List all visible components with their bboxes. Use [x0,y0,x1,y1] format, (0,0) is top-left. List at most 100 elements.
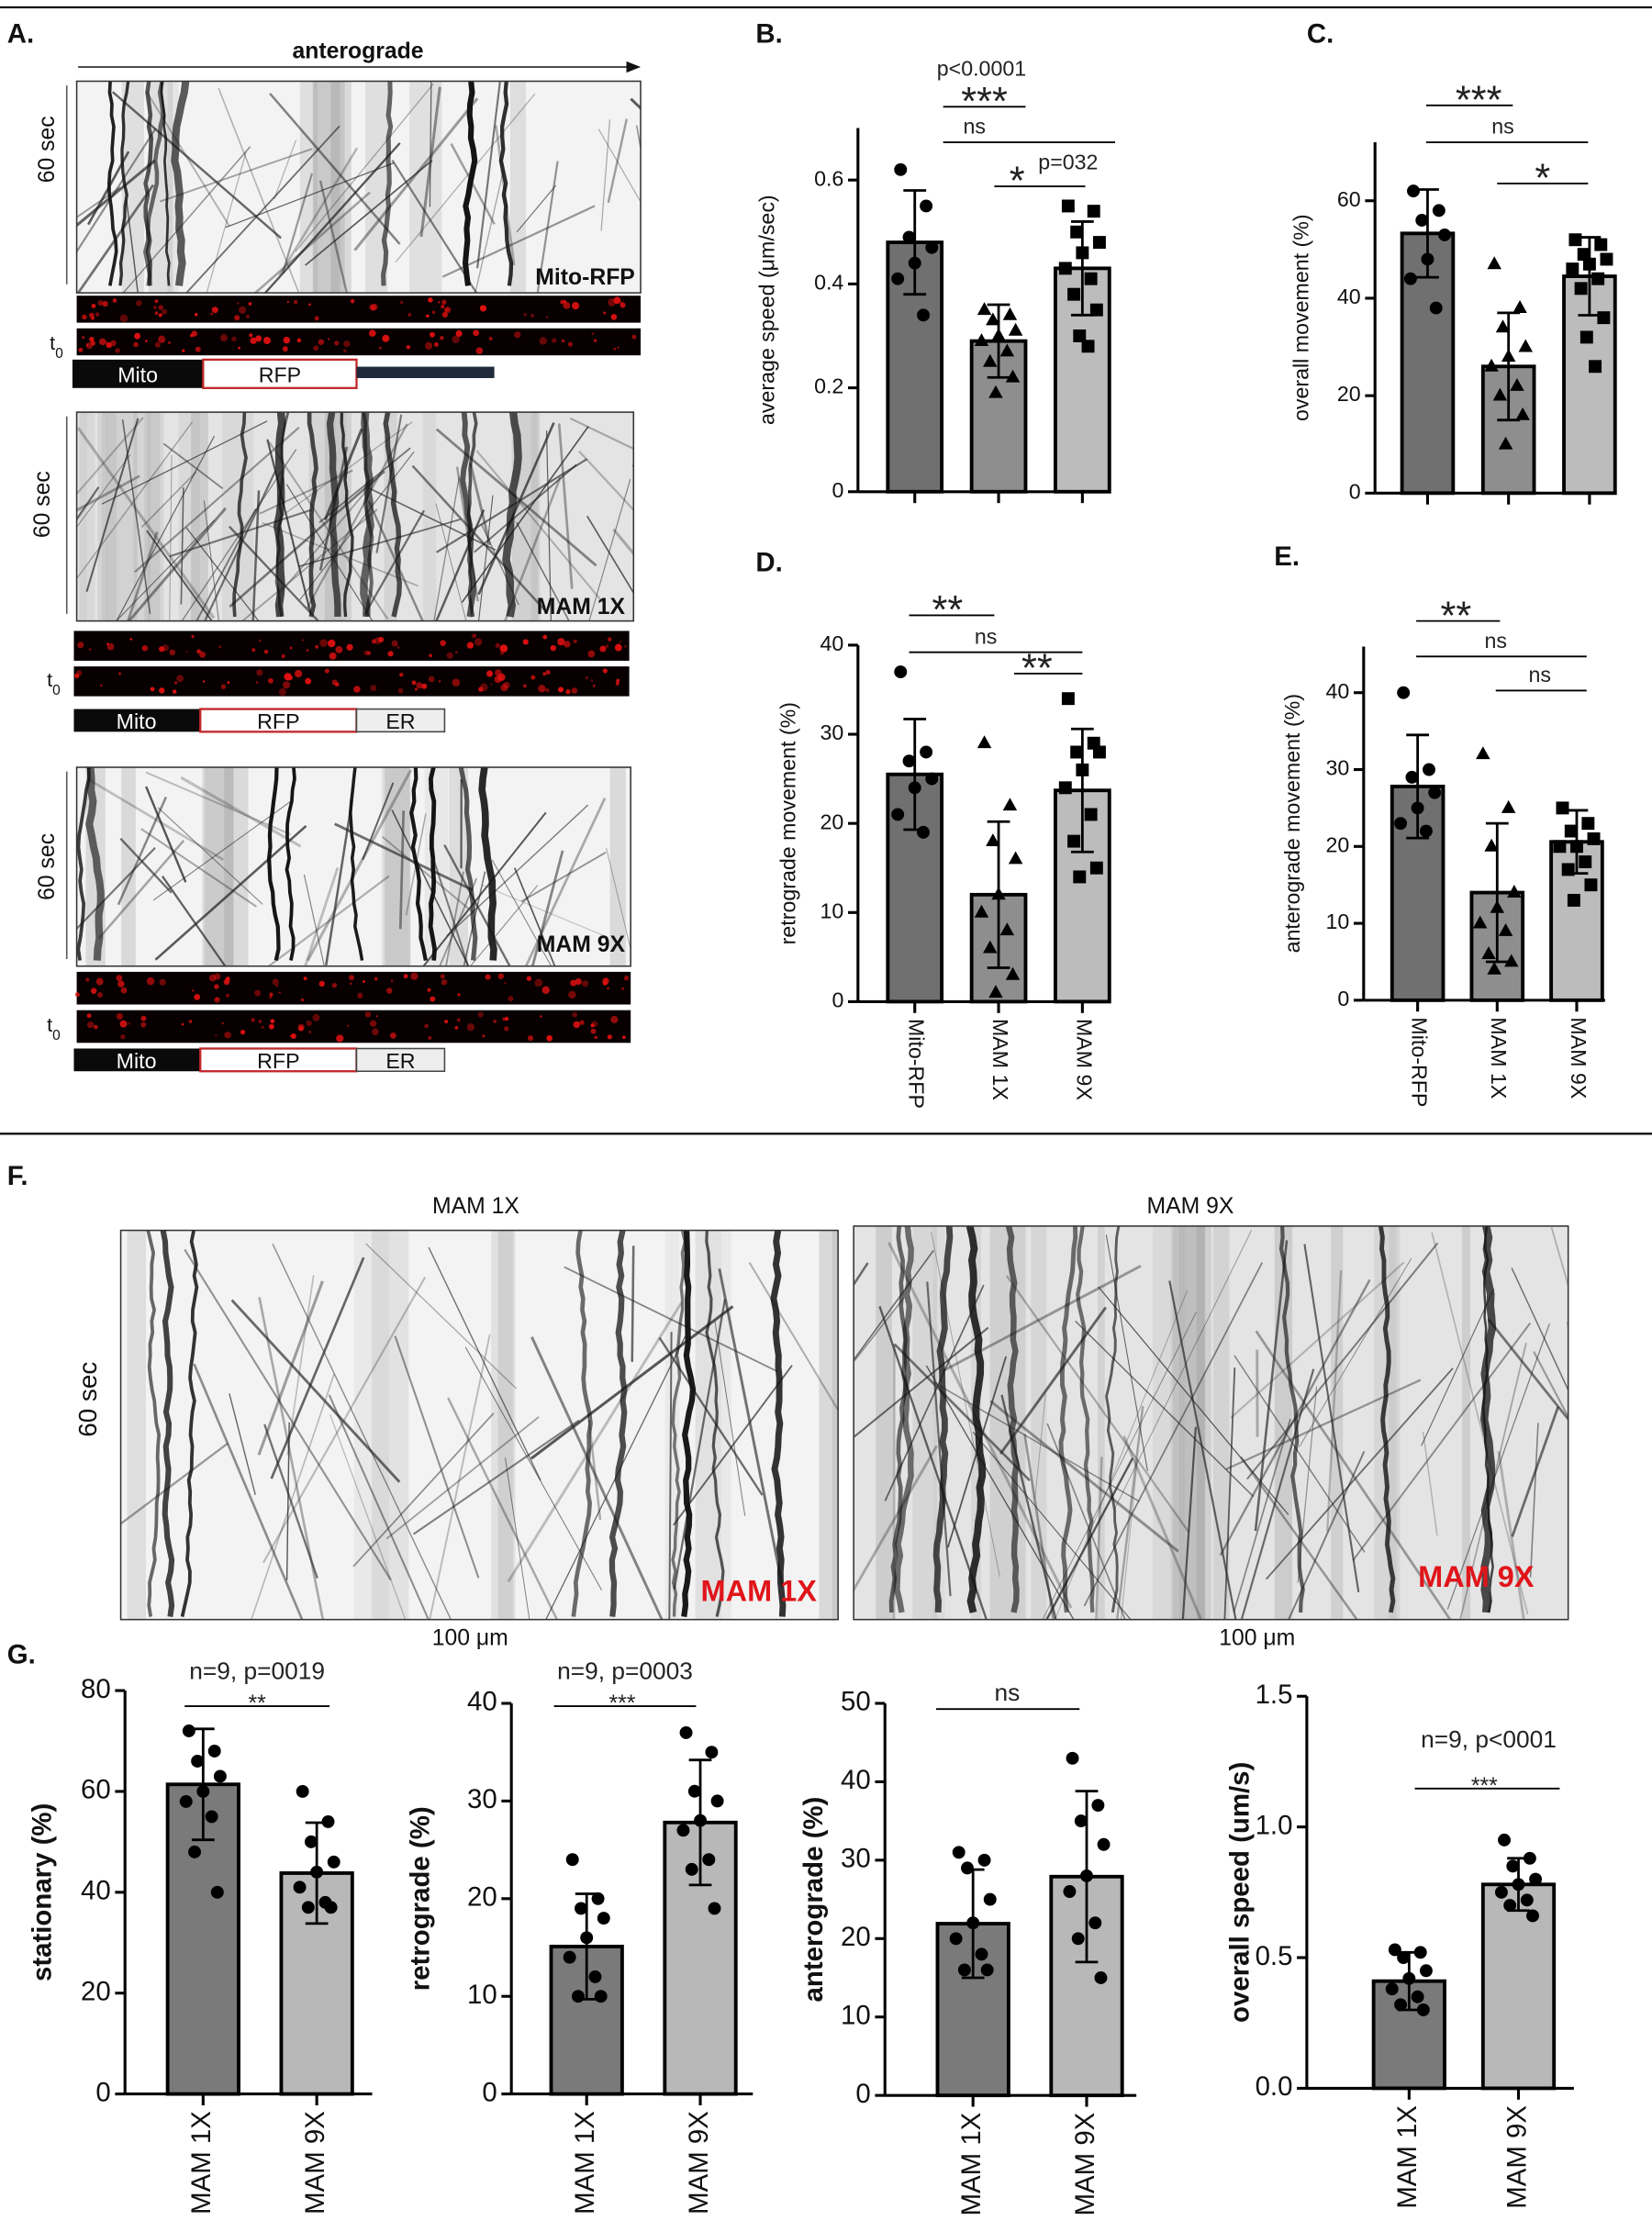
strip-spot [579,1020,585,1025]
strip-spot [308,303,311,307]
kymograph-band [121,767,136,966]
strip-spot [74,992,81,998]
kymograph-trace [412,1419,580,1535]
strip-spot [349,975,355,981]
strip-spot [78,347,84,352]
kymograph-trace [447,1397,559,1620]
kymograph-trace [445,871,464,966]
kymograph-trace [385,1416,540,1540]
kymograph-border [853,1225,1569,1621]
strip-spot [89,312,95,318]
kymograph-band [530,412,541,621]
data-point [1397,686,1411,699]
x-tick-label: MAM 1X [1487,1017,1511,1099]
y-tick-label: 20 [467,1882,497,1913]
kymograph-band [191,412,208,621]
data-point [1568,233,1582,247]
strip-spot [290,1032,296,1039]
kymograph-trace [433,476,461,621]
kymograph-trace [140,471,197,529]
data-point [902,230,916,244]
kymograph-trace [334,822,474,891]
kymograph-trace [353,97,479,251]
kymograph-trace [1181,1426,1197,1620]
strip-spot [313,345,319,352]
strip-spot [410,972,419,980]
strip-spot [530,314,534,318]
kymograph-trace [381,836,474,914]
data-point [1002,307,1018,320]
kymograph-trace [278,147,359,276]
data-point [1002,798,1018,811]
kymograph-stationary [267,767,281,961]
strip-spot [270,1019,275,1024]
kymograph-stationary [894,1225,914,1613]
strip-spot [374,976,378,981]
kymograph-trace [854,1296,906,1363]
strip-spot [608,637,612,642]
kymograph-trace [464,1346,603,1590]
data-point [1506,1859,1520,1873]
strip-spot [407,312,412,317]
annotation: *** [1471,1774,1498,1799]
kymograph-trace [263,1423,318,1579]
kymograph-band [497,1230,516,1620]
kymograph-border [119,1229,839,1621]
data-point [977,735,992,749]
strip-spot [97,992,103,998]
y-tick-label: 40 [1326,679,1350,703]
kymograph-trace [854,1249,934,1361]
strip-spot [141,645,149,652]
kymograph-trace [134,426,300,574]
kymograph-band [372,1230,409,1620]
data-point [1597,311,1611,325]
kymograph-band [384,412,397,621]
kymograph-stationary [1076,1225,1095,1613]
strip-spot [159,687,165,694]
strip-spot [129,638,133,641]
data-point [1476,746,1490,760]
strip-spot [545,688,550,693]
kymograph-trace [491,859,553,966]
strip-spot [523,313,527,317]
scale-label: 100 μm [1219,1626,1295,1651]
strip-spot [315,645,319,649]
data-point [1600,252,1613,266]
kymograph-border [75,80,642,294]
panel-label: C. [1307,19,1334,50]
strip-spot [427,988,431,992]
kymograph-band [79,412,87,621]
kymograph-stationary [340,412,354,618]
annotation: ns [994,1679,1020,1706]
kymograph-trace [1288,1451,1366,1620]
strip-spot [390,1032,396,1039]
data-point [1073,329,1087,342]
kymograph-stationary [608,1230,628,1617]
strip-spot [221,1021,224,1025]
kymograph-trace [365,1243,518,1389]
x-tick-label: MAM 9X [300,2111,330,2215]
strip-bg [73,666,630,697]
kymograph-trace [1246,1242,1439,1480]
kymograph-stationary [932,1225,954,1613]
strip-spot [575,978,582,986]
strip-spot [375,1015,378,1018]
kymograph-trace [154,824,307,961]
kymograph-trace [76,427,216,619]
y-tick-label: 20 [81,1976,111,2006]
kymograph-trace [474,171,505,294]
kymograph-trace [1115,1406,1144,1620]
data-point [891,808,905,821]
y-tick-label: 80 [81,1674,111,1704]
kymograph-trace [1326,1270,1343,1533]
data-point [327,1855,340,1869]
data-point [977,302,992,316]
y-tick-label: 0 [1337,987,1349,1010]
strip-spot [557,638,565,646]
annotation: ** [932,588,963,632]
strip-spot [613,347,617,351]
strip-spot [262,337,271,345]
kymograph-trace [285,1422,290,1580]
strip-spot [508,996,514,1002]
